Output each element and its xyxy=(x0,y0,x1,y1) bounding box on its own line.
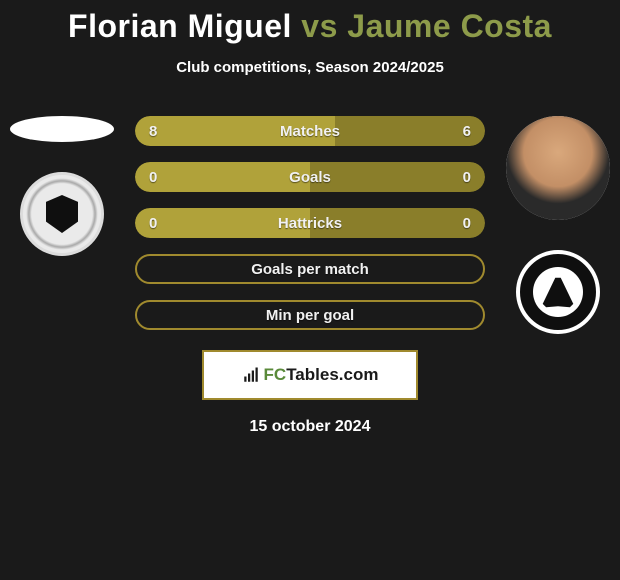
stat-value-right: 0 xyxy=(463,215,471,232)
chart-icon xyxy=(242,366,260,384)
vs-label: vs xyxy=(301,8,338,44)
stat-value-right: 0 xyxy=(463,169,471,186)
left-column xyxy=(8,116,116,256)
stat-value-left: 0 xyxy=(149,169,157,186)
stat-label: Goals per match xyxy=(251,261,369,278)
player1-avatar xyxy=(10,116,114,142)
comparison-panel: 8 6 Matches 0 0 Goals 0 0 Hattricks Goals per mat… xyxy=(0,116,620,436)
page-title: Florian Miguel vs Jaume Costa xyxy=(0,0,620,45)
date-label: 15 october 2024 xyxy=(0,418,620,436)
stat-fill-right xyxy=(310,162,485,192)
right-column xyxy=(504,116,612,334)
subtitle: Club competitions, Season 2024/2025 xyxy=(0,59,620,76)
stat-label: Goals xyxy=(289,169,331,186)
stat-label: Hattricks xyxy=(278,215,342,232)
player2-name: Jaume Costa xyxy=(347,8,552,44)
stat-label: Matches xyxy=(280,123,340,140)
brand-text: FCTables.com xyxy=(264,365,379,385)
stat-bars: 8 6 Matches 0 0 Goals 0 0 Hattricks Goals per mat… xyxy=(135,116,485,330)
stat-value-left: 8 xyxy=(149,123,157,140)
brand-suffix: Tables.com xyxy=(286,365,378,384)
stat-bar: 8 6 Matches xyxy=(135,116,485,146)
player1-club-badge xyxy=(20,172,104,256)
branding-box: FCTables.com xyxy=(202,350,418,400)
stat-value-right: 6 xyxy=(463,123,471,140)
stat-value-left: 0 xyxy=(149,215,157,232)
player2-avatar xyxy=(506,116,610,220)
stat-bar: Min per goal xyxy=(135,300,485,330)
stat-bar: 0 0 Goals xyxy=(135,162,485,192)
stat-bar: 0 0 Hattricks xyxy=(135,208,485,238)
player-photo-icon xyxy=(506,116,610,220)
player2-club-badge xyxy=(516,250,600,334)
player1-name: Florian Miguel xyxy=(68,8,292,44)
stat-fill-left xyxy=(135,162,310,192)
stat-label: Min per goal xyxy=(266,307,354,324)
brand-prefix: FC xyxy=(264,365,287,384)
stat-bar: Goals per match xyxy=(135,254,485,284)
